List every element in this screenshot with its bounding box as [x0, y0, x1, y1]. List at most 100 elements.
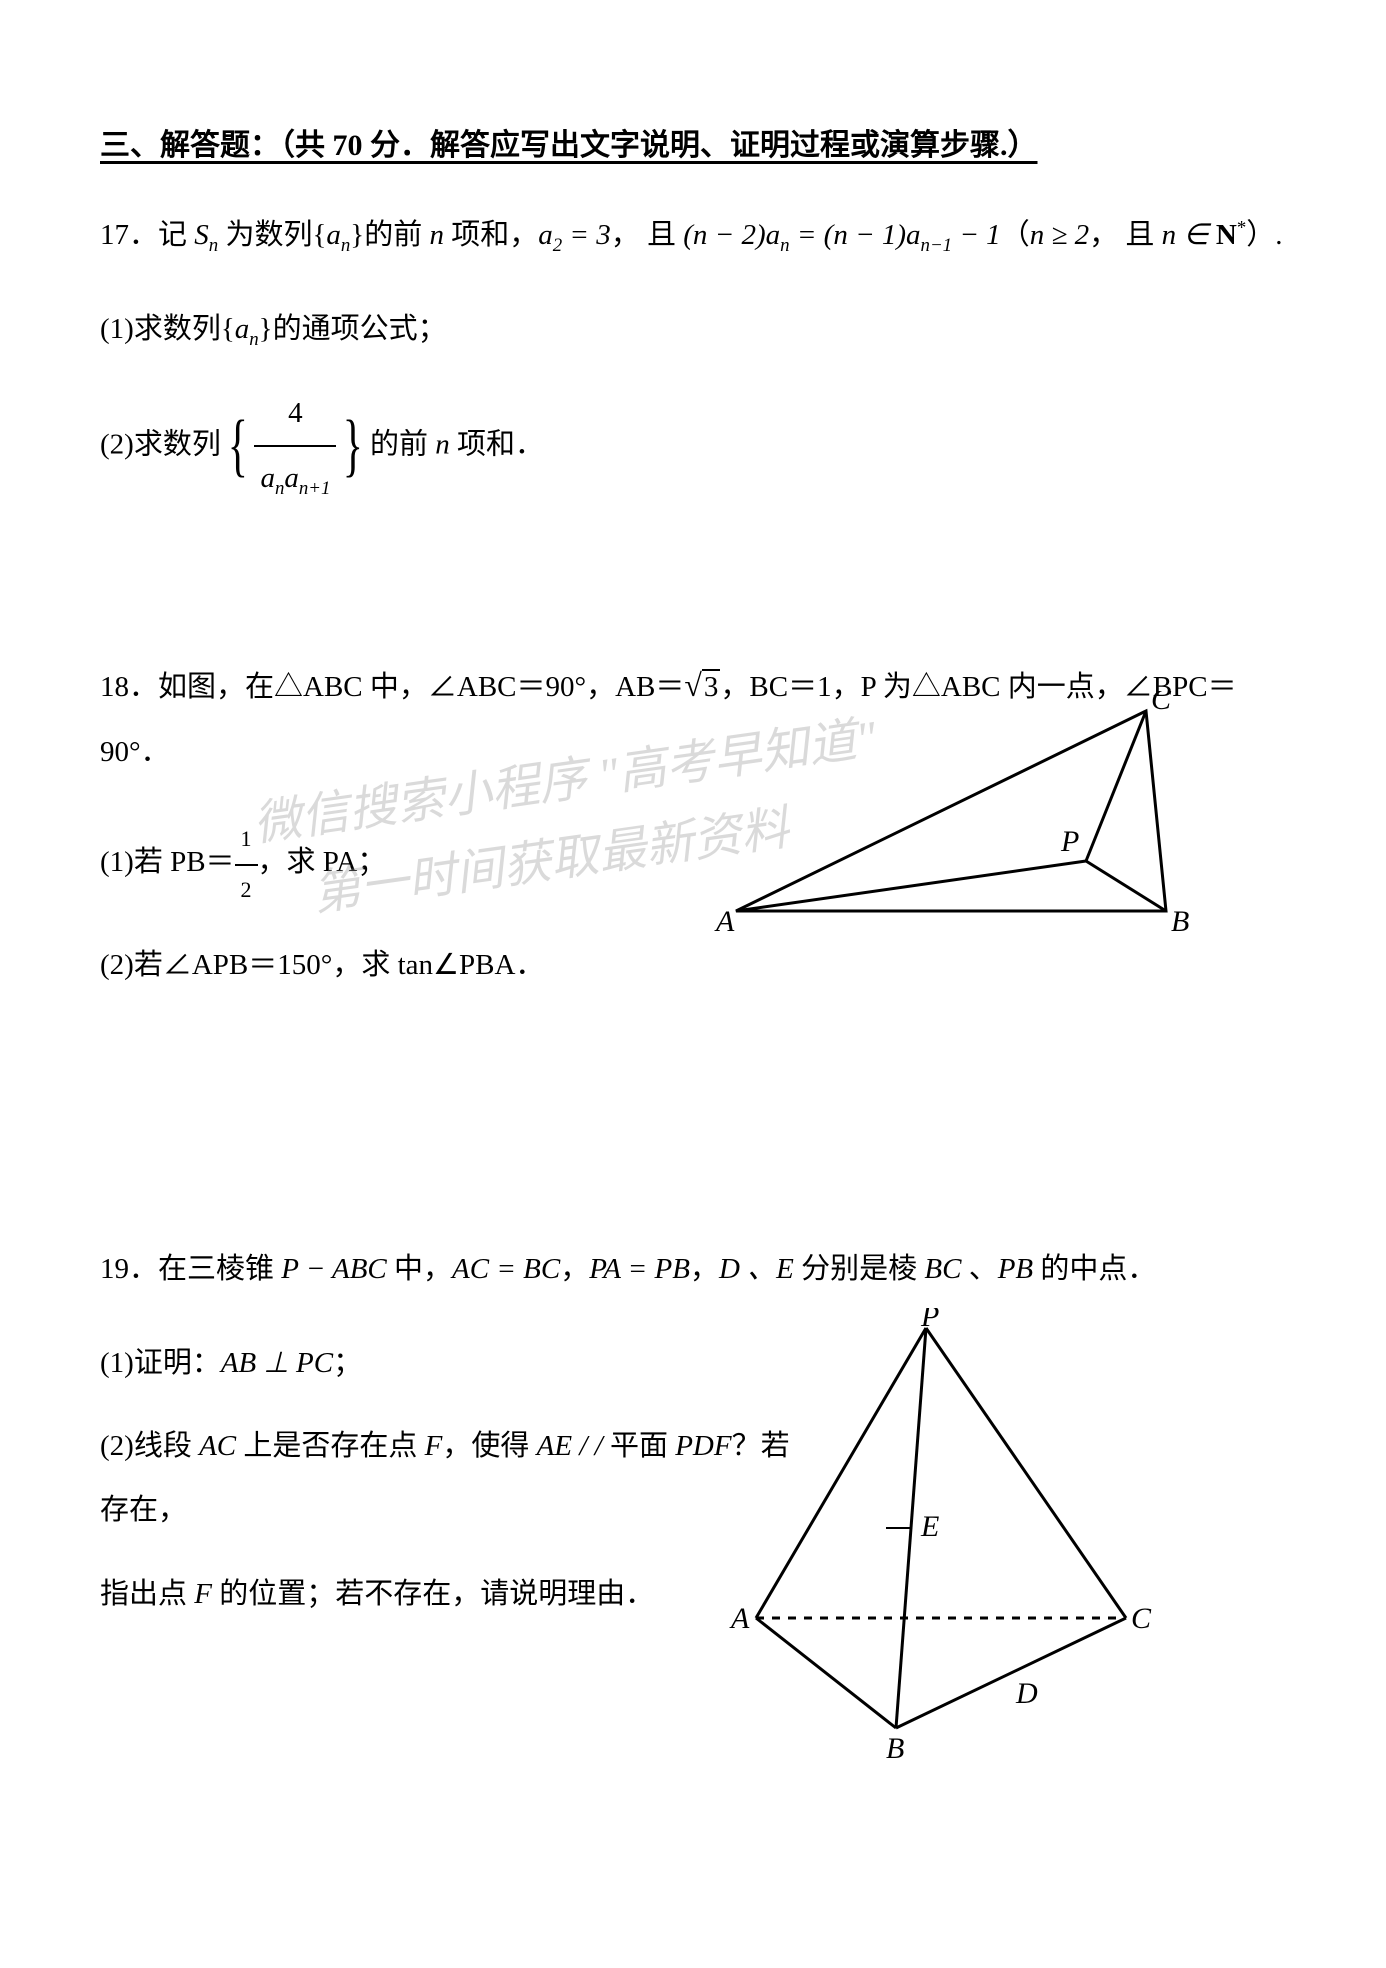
p19-bc: BC — [924, 1253, 961, 1285]
p18-q1-frac: 12 — [235, 815, 258, 914]
problem-19-q3: 指出点 F 的位置；若不存在，请说明理由． — [100, 1563, 800, 1627]
p19-q2-c: ，使得 — [442, 1430, 536, 1462]
p17-n1: n — [429, 219, 444, 251]
p17-den-a-sub: n — [275, 478, 284, 499]
p18-a: 18．如图，在△ABC 中，∠ABC＝90°，AB＝ — [100, 671, 684, 703]
p17-q2-a: (2)求数列 — [100, 428, 221, 460]
spacer-2 — [100, 1018, 1286, 1138]
p19-c: ， — [560, 1253, 589, 1285]
label-B: B — [1171, 905, 1189, 938]
p17-text-f: （ — [1001, 219, 1030, 251]
p19-q3-b: 的位置；若不存在，请说明理由． — [212, 1578, 654, 1610]
p19-q1-eq: AB ⊥ PC — [221, 1347, 333, 1379]
p17-text-e: ， 且 — [611, 219, 684, 251]
p17-a2-sub: 2 — [553, 235, 562, 256]
problem-19-q2: (2)线段 AC 上是否存在点 F，使得 AE / / 平面 PDF？若存在， — [100, 1415, 800, 1543]
pyr-label-E: E — [920, 1510, 939, 1543]
p17-den-a: a — [260, 462, 275, 494]
p19-pabc: P − ABC — [281, 1253, 387, 1285]
p17-rhs-a: (n − 1)a — [824, 219, 921, 251]
p19-pdf: PDF — [675, 1430, 731, 1462]
p17-q1-an: a — [235, 313, 250, 345]
p17-q2-frac: 4 anan+1 — [254, 382, 336, 512]
p17-a2: a — [538, 219, 553, 251]
p17-q2-n: n — [435, 428, 450, 460]
spacer-2b — [100, 1138, 1286, 1238]
p19-F: F — [425, 1430, 443, 1462]
p17-q2-num: 4 — [254, 382, 336, 448]
p19-pb: PB — [998, 1253, 1033, 1285]
triangle-figure: A B C P — [706, 691, 1226, 956]
p19-par: / / — [572, 1430, 610, 1462]
p17-eq1: = 3 — [562, 219, 611, 251]
p17-text-b: 为数列 — [218, 219, 312, 251]
p17-q1-b: 的通项公式； — [273, 313, 447, 345]
p17-Sn-sub: n — [209, 235, 218, 256]
p19-q2-a: (2)线段 — [100, 1430, 199, 1462]
p17-rhs-b: − 1 — [952, 219, 1001, 251]
p18-q1-b: ，求 PA； — [258, 846, 387, 878]
p19-q3-a: 指出点 — [100, 1578, 194, 1610]
p19-eq2: PA = PB — [589, 1253, 690, 1285]
p19-ae: AE — [537, 1430, 572, 1462]
p17-text-h: ）. — [1246, 219, 1282, 251]
p19-e: 分别是棱 — [794, 1253, 925, 1285]
problem-17-q2: (2)求数列{ 4 anan+1 }的前 n 项和． — [100, 382, 1286, 512]
p17-text-c: 的前 — [364, 219, 429, 251]
pyr-label-C: C — [1131, 1602, 1152, 1635]
problem-17-stem: 17．记 Sn 为数列{an}的前 n 项和，a2 = 3， 且 (n − 2)… — [100, 204, 1286, 268]
spacer — [100, 531, 1286, 651]
p17-q1-an-sub: n — [249, 329, 258, 350]
pyr-label-A: A — [729, 1602, 750, 1635]
p19-q2-d: 平面 — [610, 1430, 675, 1462]
brace-right-icon: } — [343, 411, 363, 481]
p19-q1: (1)证明： — [100, 1347, 221, 1379]
p19-g: 的中点． — [1033, 1253, 1156, 1285]
p19-a: 19．在三棱锥 — [100, 1253, 281, 1285]
p17-eq: = — [790, 219, 824, 251]
p17-den-b-sub: n+1 — [299, 478, 331, 499]
p19-q1-end: ； — [333, 1347, 362, 1379]
p19-q2-b: 上是否存在点 — [236, 1430, 425, 1462]
p17-an: a — [326, 219, 341, 251]
p19-f: 、 — [961, 1253, 997, 1285]
p18-q1-den: 2 — [235, 866, 258, 914]
p17-Sn: S — [194, 219, 209, 251]
p17-lhs: (n − 2)a — [683, 219, 780, 251]
p19-eq1: AC = BC — [452, 1253, 560, 1285]
p17-text-d: 项和， — [444, 219, 538, 251]
p19-ac: AC — [199, 1430, 236, 1462]
p17-cond-b-sup: * — [1237, 217, 1246, 238]
p17-q2-c: 项和． — [450, 428, 544, 460]
p19-de: D 、E — [719, 1253, 794, 1285]
p17-q1-a: (1)求数列 — [100, 313, 221, 345]
triangle-svg-icon: A B C P — [706, 691, 1226, 951]
p17-q2-b: 的前 — [370, 428, 435, 460]
pyr-label-D: D — [1015, 1677, 1038, 1710]
problem-17-q1: (1)求数列{an}的通项公式； — [100, 298, 1286, 362]
p19-b: 中， — [387, 1253, 452, 1285]
section-title: 三、解答题：（共 70 分．解答应写出文字说明、证明过程或演算步骤.） — [100, 120, 1286, 164]
p18-q1-a: (1)若 PB＝ — [100, 846, 235, 878]
p17-text-a: 17．记 — [100, 219, 194, 251]
p17-text-g: ， 且 — [1089, 219, 1162, 251]
label-P: P — [1060, 825, 1079, 858]
p19-d: ， — [690, 1253, 719, 1285]
p19-q3-F: F — [194, 1578, 212, 1610]
p17-cond-b-b: N — [1216, 219, 1237, 251]
label-A: A — [714, 905, 735, 938]
problem-19-stem: 19．在三棱锥 P − ABC 中，AC = BC，PA = PB，D 、E 分… — [100, 1238, 1286, 1302]
p17-rhs-sub: n−1 — [921, 235, 953, 256]
p18-q1-num: 1 — [235, 815, 258, 865]
p17-an-sub: n — [341, 235, 350, 256]
p17-lhs-sub: n — [780, 235, 789, 256]
pyramid-svg-icon: P A B C D E — [726, 1308, 1166, 1768]
label-C: C — [1151, 691, 1172, 716]
p17-cond-b-a: n ∈ — [1162, 219, 1216, 251]
p17-q2-den: anan+1 — [254, 447, 336, 511]
pyr-label-P: P — [920, 1308, 939, 1333]
pyramid-figure: P A B C D E — [726, 1308, 1166, 1773]
pyr-label-B: B — [886, 1732, 904, 1765]
p17-cond-a: n ≥ 2 — [1030, 219, 1089, 251]
p17-den-b: a — [284, 462, 299, 494]
